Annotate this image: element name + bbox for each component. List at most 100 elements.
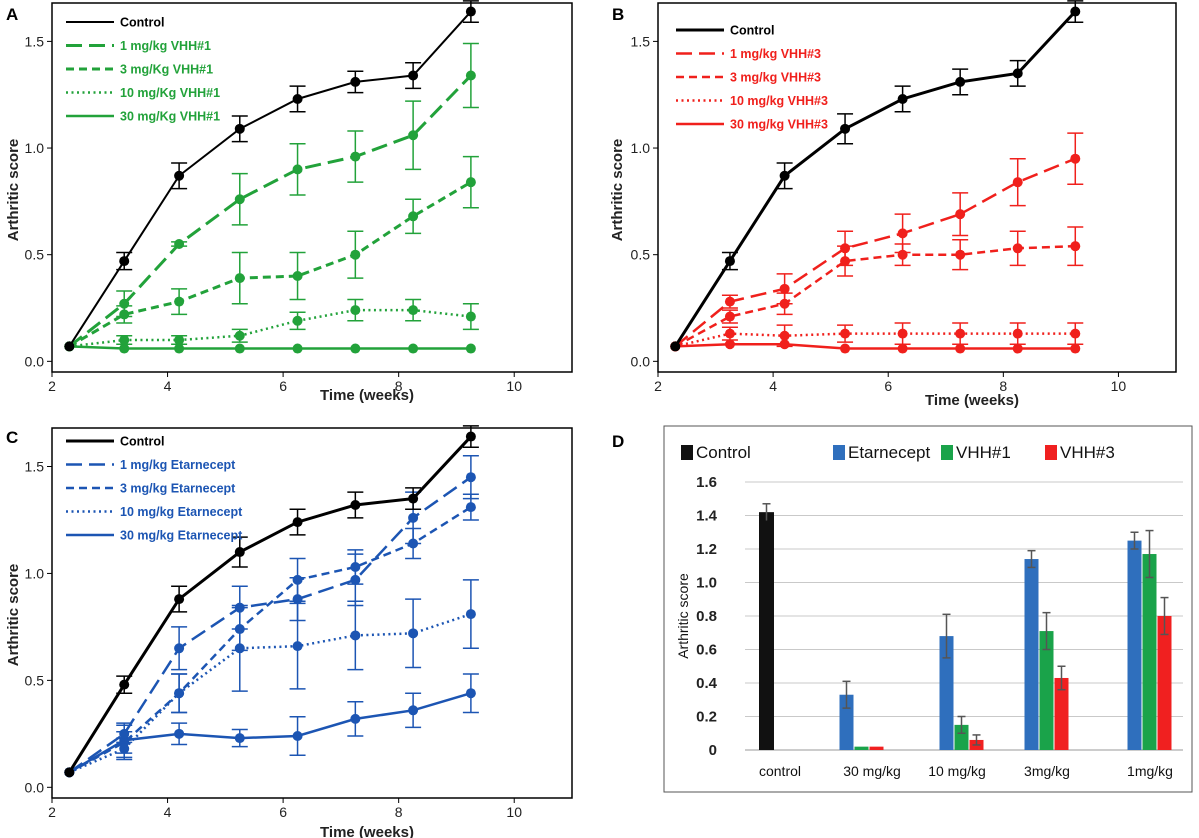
panel-a-data-point [408, 211, 419, 222]
panel-d-bar [939, 636, 954, 750]
panel-a-data-point [465, 311, 476, 322]
panel-d-bar [1039, 631, 1054, 750]
panel-b-y-tick-label: 1.5 [631, 33, 651, 49]
panel-a-data-point [119, 343, 130, 354]
panel-b-legend-label: 3 mg/kg VHH#3 [730, 71, 821, 85]
panel-c-series-line [68, 435, 472, 774]
panel-d-bar [1157, 616, 1172, 750]
panel-a-series-line [69, 345, 471, 350]
panel-c-data-point [234, 733, 245, 744]
panel-a-data-point [408, 130, 419, 141]
panel-a-series-line [68, 74, 472, 348]
panel-a-data-point [174, 239, 185, 250]
panel-c-data-point [465, 502, 476, 513]
panel-a-data-point [350, 76, 361, 87]
panel-b-series-line [675, 343, 1076, 350]
panel-a-data-point [234, 343, 245, 354]
panel-d-bar [954, 724, 969, 750]
panel-a-series-2 [64, 155, 479, 352]
panel-c-data-point [350, 574, 361, 585]
panel-c-series-line [68, 612, 472, 774]
panel-a-data-point [174, 296, 185, 307]
panel-b-data-point [1012, 328, 1023, 339]
panel-b-series-line [674, 157, 1076, 348]
panel-d-bar [854, 746, 869, 750]
panel-b-data-point [1012, 343, 1023, 354]
panel-a-frame [51, 2, 573, 373]
panel-c-legend-label: 30 mg/kg Etarnecept [120, 529, 243, 543]
panel-b-x-tick-label: 8 [999, 378, 1007, 394]
panel-c-data-point [408, 628, 419, 639]
panel-b-data-point [1012, 177, 1023, 188]
panel-d-y-tick-label: 1.2 [696, 541, 717, 558]
panel-c-x-tick-label: 10 [506, 804, 522, 820]
panel-d-category-label: 3mg/kg [1024, 763, 1070, 779]
panel-d-bar [1127, 540, 1142, 750]
panel-a-legend-label: 1 mg/kg VHH#1 [120, 39, 211, 53]
panel-c-series-0 [64, 425, 479, 778]
panel-a-data-point [292, 93, 303, 104]
panel-b-data-point [1012, 243, 1023, 254]
panel-d-legend: Control Etarnecept VHH#1 VHH#3 [681, 443, 1115, 462]
panel-d-y-tick-label: 1.6 [696, 474, 717, 491]
panel-c-x-tick-label: 4 [164, 804, 172, 820]
panel-b-data-point [724, 296, 735, 307]
panel-b-data-point [955, 209, 966, 220]
panel-c-label: C [6, 428, 18, 447]
panel-a-legend-label: 30 mg/Kg VHH#1 [120, 110, 220, 124]
panel-b-series-line [674, 10, 1077, 348]
panel-c-data-point [174, 594, 185, 605]
panel-c-data-point [350, 713, 361, 724]
panel-d-y-tick-label: 1.0 [696, 575, 717, 592]
panel-d-category-label: 1mg/kg [1127, 763, 1173, 779]
panel-c-legend-label: 1 mg/kg Etarnecept [120, 458, 236, 472]
panel-b-data-point [1070, 153, 1081, 164]
panel-a-data-point [234, 194, 245, 205]
panel-d-legend-swatch [1045, 445, 1057, 460]
panel-c-legend-label: Control [120, 435, 164, 449]
panel-c-data-point [465, 609, 476, 620]
panel-d-bar [869, 746, 884, 750]
panel-c-y-tick-label: 0.0 [25, 779, 45, 795]
panel-b-data-point [779, 170, 790, 181]
panel-c-data-point [119, 679, 130, 690]
panel-a-legend-label: 10 mg/Kg VHH#1 [120, 86, 220, 100]
panel-c-data-point [174, 688, 185, 699]
panel-b-data-point [955, 249, 966, 260]
panel-c-x-tick-label: 6 [279, 804, 287, 820]
panel-d-legend-label: Etarnecept [848, 443, 930, 462]
panel-d-legend-swatch [833, 445, 845, 460]
panel-a-series-0 [64, 0, 479, 352]
panel-b-legend-label: 10 mg/kg VHH#3 [730, 94, 828, 108]
panel-b-data-point [1012, 68, 1023, 79]
panel-c-data-point [465, 688, 476, 699]
panel-a-y-tick-label: 0.0 [25, 353, 45, 369]
panel-c-data-point [174, 643, 185, 654]
panel-a-series-line [68, 180, 472, 348]
panel-c-data-point [408, 512, 419, 523]
panel-a-data-point [234, 330, 245, 341]
panel-c-y-tick-label: 0.5 [25, 672, 45, 688]
panel-d-bar [1054, 677, 1069, 750]
panel-a-legend-label: 3 mg/Kg VHH#1 [120, 63, 213, 77]
panel-b-x-tick-label: 2 [654, 378, 662, 394]
panel-c-data-point [292, 594, 303, 605]
panel-a-data-point [465, 70, 476, 81]
panel-a-x-axis-label: Time (weeks) [320, 387, 414, 404]
panel-c-data-point [465, 472, 476, 483]
panel-c-legend: Control 1 mg/kg Etarnecept 3 mg/kg Etarnec… [66, 435, 243, 543]
panel-a-data-point [234, 123, 245, 134]
panel-b-series-4 [670, 339, 1081, 354]
panel-c-data-point [350, 630, 361, 641]
panel-c-series [64, 425, 479, 778]
panel-d-bars [759, 503, 1172, 750]
panel-a-x-tick-label: 2 [48, 378, 56, 394]
panel-c-data-point [292, 730, 303, 741]
panel-a-data-point [174, 343, 185, 354]
panel-b-data-point [1070, 6, 1081, 17]
panel-b-data-point [1070, 328, 1081, 339]
panel-a-legend-label: Control [120, 16, 164, 30]
panel-d-legend-label: Control [696, 443, 751, 462]
panel-a-y-axis-label: Arthritic score [5, 139, 22, 242]
